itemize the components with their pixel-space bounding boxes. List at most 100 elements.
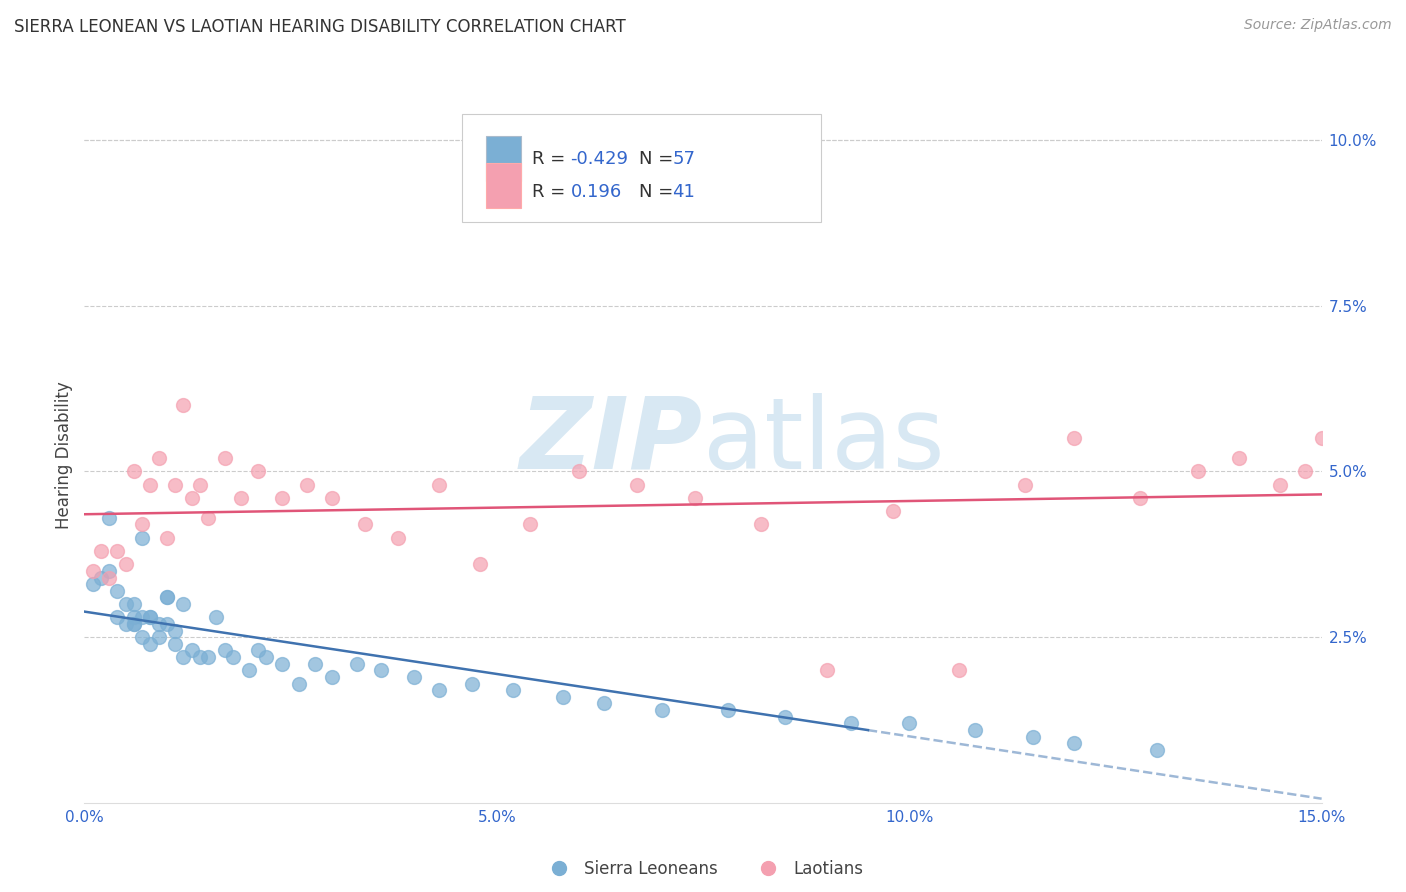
Point: [346, 657, 368, 671]
Text: -0.429: -0.429: [571, 150, 628, 168]
Point: [246, 465, 269, 479]
Point: [105, 610, 128, 624]
Point: [1063, 431, 1085, 445]
Text: R =: R =: [533, 183, 565, 201]
Point: [114, 558, 136, 572]
Point: [122, 616, 145, 631]
Point: [470, 558, 492, 572]
Y-axis label: Hearing Disability: Hearing Disability: [55, 381, 73, 529]
FancyBboxPatch shape: [486, 136, 522, 181]
Point: [131, 610, 153, 624]
Point: [965, 723, 987, 737]
Point: [568, 465, 591, 479]
Point: [105, 544, 128, 558]
FancyBboxPatch shape: [461, 114, 821, 222]
Text: Source: ZipAtlas.com: Source: ZipAtlas.com: [1244, 18, 1392, 32]
Text: R =: R =: [533, 150, 565, 168]
Point: [502, 683, 524, 698]
Point: [1022, 730, 1045, 744]
Point: [775, 709, 797, 723]
Point: [749, 517, 772, 532]
Legend: Sierra Leoneans, Laotians: Sierra Leoneans, Laotians: [536, 854, 870, 885]
Point: [105, 583, 128, 598]
Point: [387, 531, 409, 545]
Point: [139, 610, 162, 624]
Point: [90, 570, 112, 584]
Point: [156, 591, 179, 605]
Point: [321, 670, 343, 684]
Point: [172, 398, 194, 412]
Point: [683, 491, 706, 505]
Point: [321, 491, 343, 505]
Text: 41: 41: [672, 183, 695, 201]
Point: [271, 491, 294, 505]
Point: [82, 564, 104, 578]
Point: [519, 517, 541, 532]
Point: [180, 491, 202, 505]
Point: [188, 650, 211, 665]
Point: [205, 610, 228, 624]
Point: [165, 637, 187, 651]
Point: [254, 650, 277, 665]
Point: [593, 697, 616, 711]
Text: atlas: atlas: [703, 392, 945, 490]
Point: [131, 531, 153, 545]
Point: [1187, 465, 1209, 479]
Point: [304, 657, 326, 671]
Point: [1014, 477, 1036, 491]
Text: ZIP: ZIP: [520, 392, 703, 490]
Point: [717, 703, 740, 717]
Point: [1294, 465, 1316, 479]
Point: [427, 683, 450, 698]
Point: [815, 663, 838, 677]
Point: [139, 477, 162, 491]
Point: [122, 465, 145, 479]
Point: [156, 531, 179, 545]
Point: [1227, 451, 1250, 466]
Point: [197, 511, 219, 525]
Point: [122, 610, 145, 624]
Point: [82, 577, 104, 591]
Point: [404, 670, 426, 684]
Point: [172, 597, 194, 611]
Point: [131, 630, 153, 644]
Point: [180, 643, 202, 657]
Point: [114, 616, 136, 631]
Point: [122, 616, 145, 631]
Point: [172, 650, 194, 665]
Point: [229, 491, 252, 505]
Point: [288, 676, 311, 690]
Point: [882, 504, 904, 518]
Text: N =: N =: [638, 183, 673, 201]
Point: [238, 663, 260, 677]
Text: 57: 57: [672, 150, 695, 168]
Point: [197, 650, 219, 665]
Point: [626, 477, 648, 491]
Point: [1310, 431, 1333, 445]
Point: [214, 643, 236, 657]
Point: [114, 597, 136, 611]
Point: [131, 517, 153, 532]
Point: [271, 657, 294, 671]
Point: [139, 637, 162, 651]
Point: [1146, 743, 1168, 757]
Point: [165, 477, 187, 491]
Point: [156, 591, 179, 605]
Point: [1270, 477, 1292, 491]
Point: [148, 616, 170, 631]
Point: [98, 511, 121, 525]
Point: [98, 564, 121, 578]
Point: [295, 477, 318, 491]
Point: [90, 544, 112, 558]
Point: [948, 663, 970, 677]
Point: [156, 616, 179, 631]
Text: 0.196: 0.196: [571, 183, 621, 201]
Point: [148, 451, 170, 466]
Point: [139, 610, 162, 624]
Point: [98, 570, 121, 584]
Point: [214, 451, 236, 466]
FancyBboxPatch shape: [486, 162, 522, 208]
Point: [651, 703, 673, 717]
Point: [148, 630, 170, 644]
Point: [898, 716, 921, 731]
